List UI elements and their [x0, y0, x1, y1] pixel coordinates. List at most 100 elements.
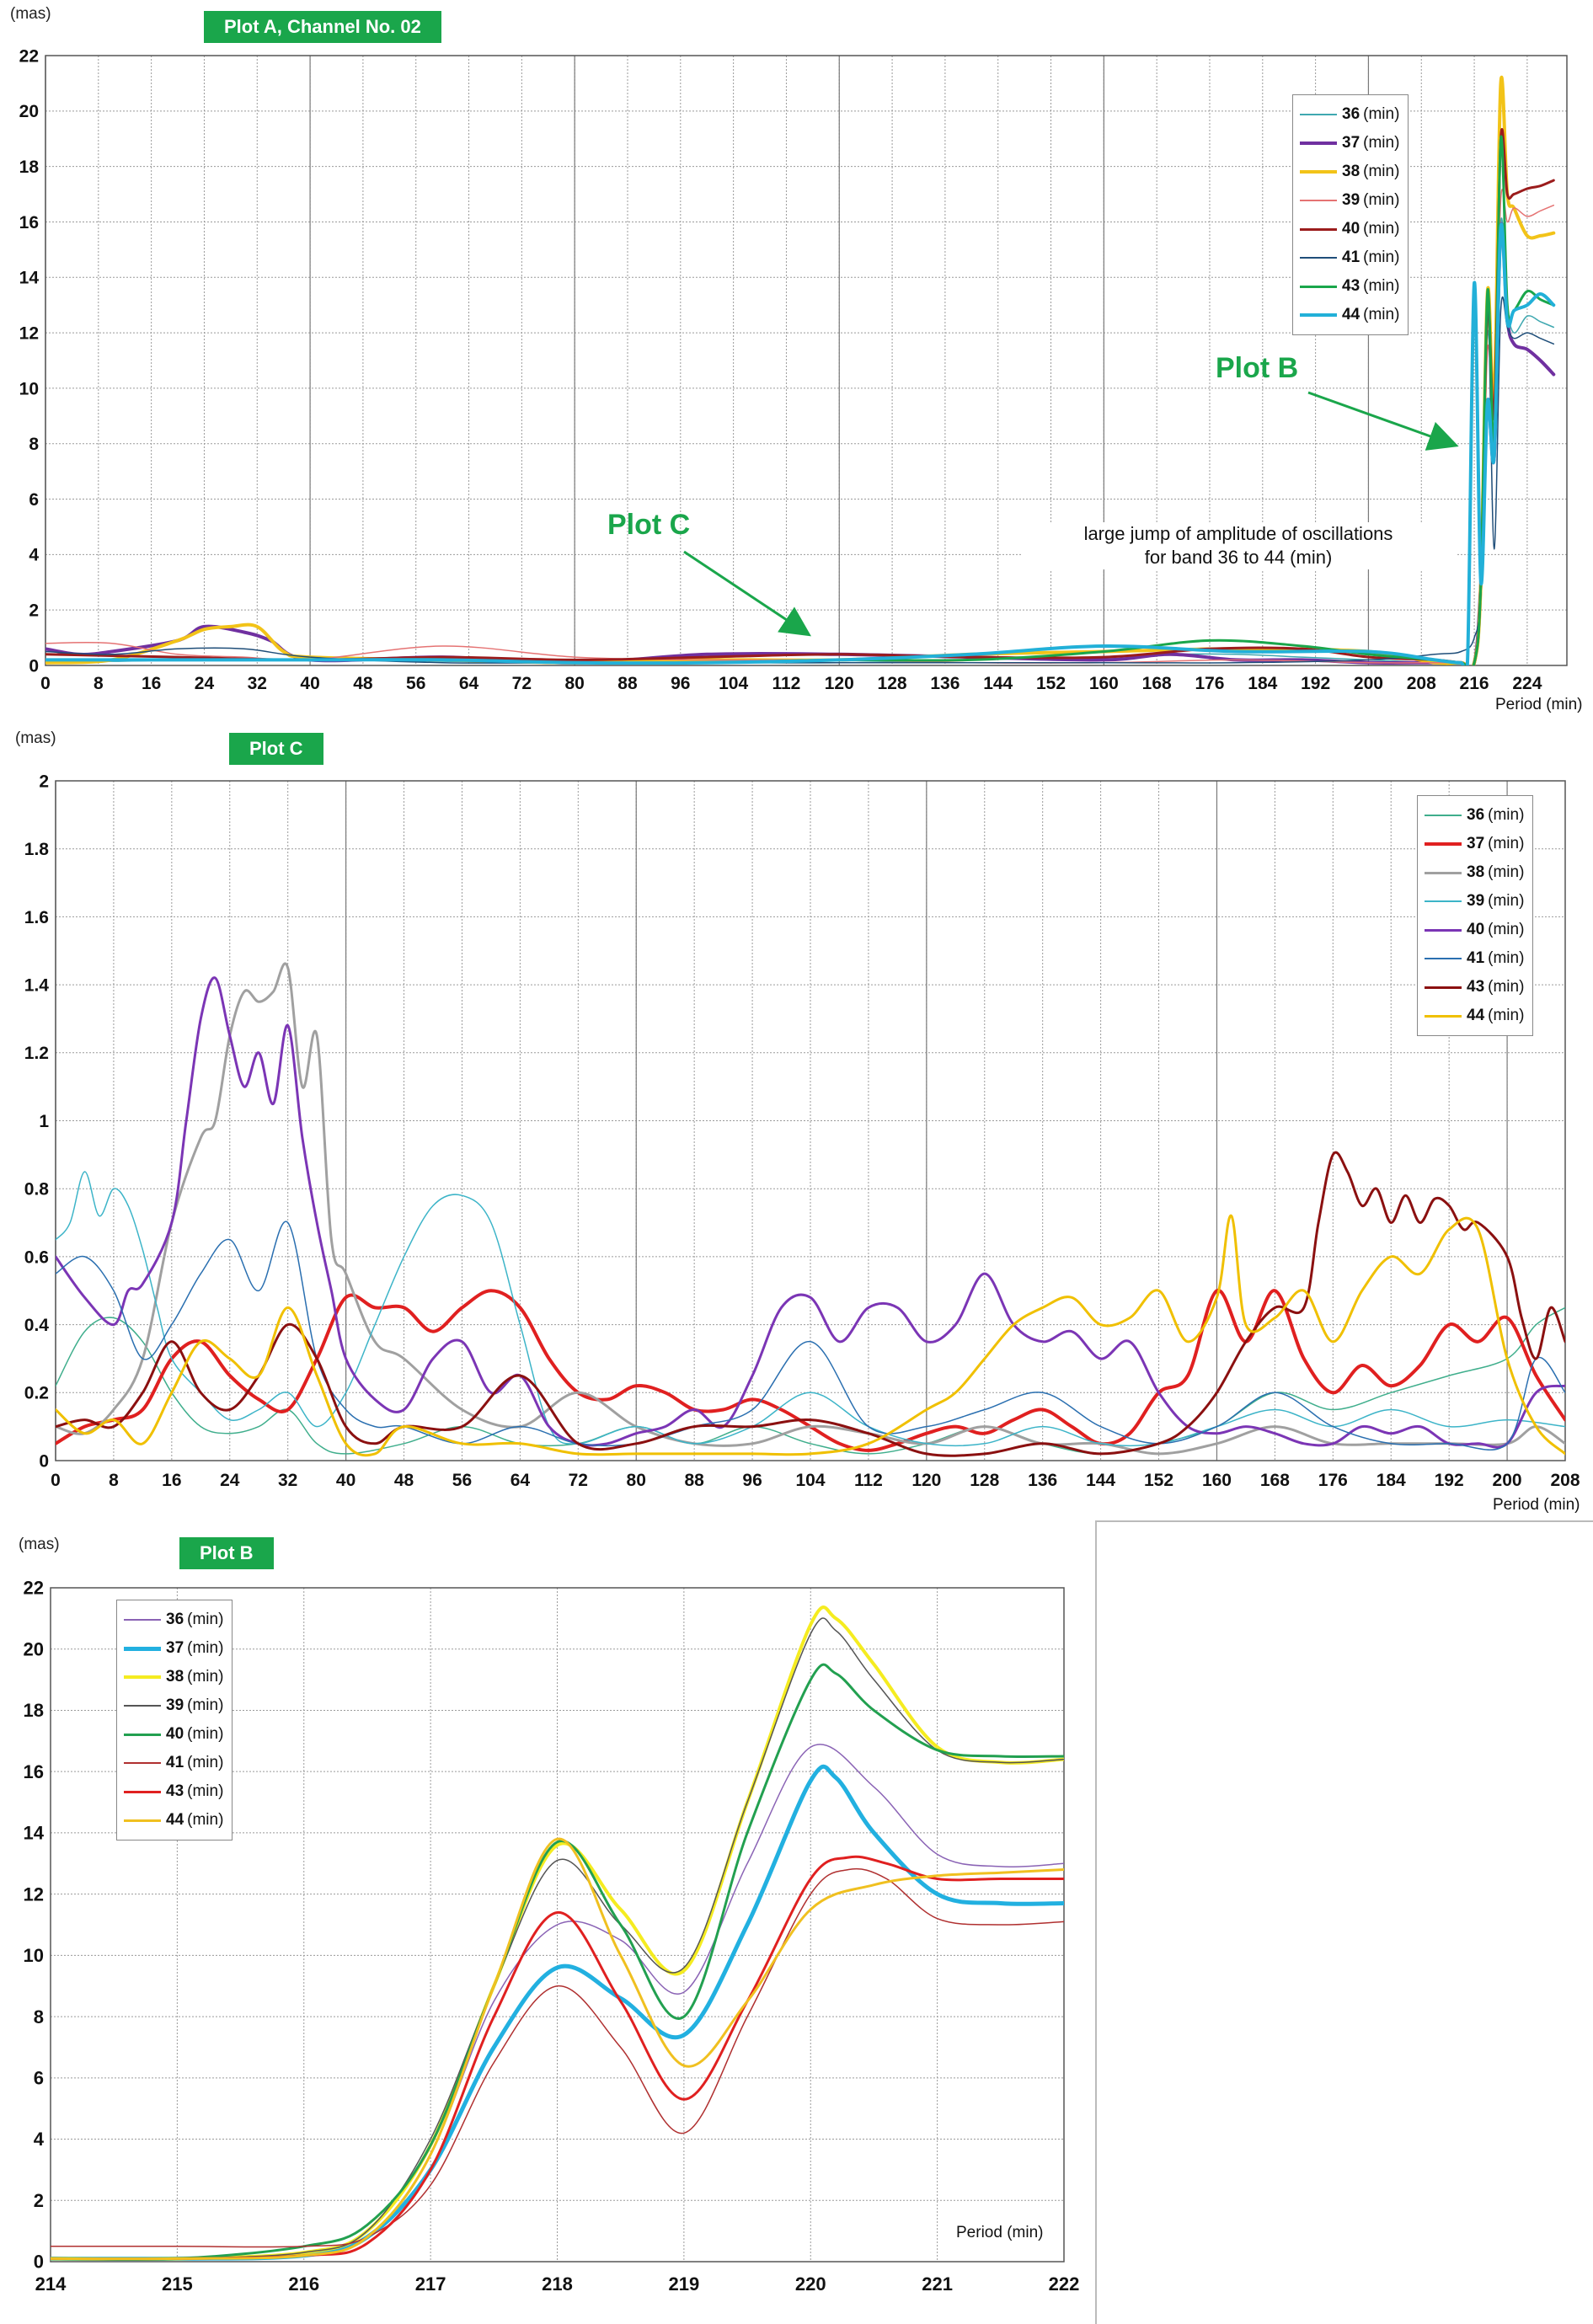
x-tick-label: 96 [742, 1471, 762, 1490]
y-tick-label: 0 [29, 656, 39, 676]
plot-c-legend: 36 (min) 37 (min) 38 (min) 39 (min) 40 (min) 41 (mi… [1417, 795, 1534, 1036]
y-tick-label: 0 [34, 2252, 44, 2273]
y-tick-label: 10 [19, 379, 39, 398]
legend-series-name: 40 [1342, 220, 1360, 238]
legend-series-unit: (min) [1488, 892, 1525, 910]
legend-item-40: 40 (min) [1425, 916, 1524, 944]
legend-series-name: 38 [166, 1668, 184, 1686]
plot-a-x-unit: Period (min) [1495, 696, 1583, 713]
plot-a-annotation-line2: for band 36 to 44 (min) [1144, 547, 1333, 568]
legend-item-37: 37 (min) [124, 1634, 223, 1663]
legend-swatch [124, 1619, 161, 1621]
y-tick-label: 8 [29, 435, 39, 454]
x-tick-label: 120 [911, 1471, 941, 1490]
plot-b-callout-arrow [1307, 391, 1459, 451]
plot-c-series [56, 962, 1565, 1457]
x-tick-label: 136 [930, 674, 960, 693]
x-tick-label: 16 [142, 674, 161, 693]
legend-series-name: 41 [1467, 949, 1485, 967]
legend-item-41: 41 (min) [1300, 243, 1399, 272]
x-tick-label: 192 [1301, 674, 1330, 693]
x-tick-label: 216 [1460, 674, 1489, 693]
legend-swatch [1425, 1014, 1462, 1018]
legend-series-unit: (min) [187, 1754, 224, 1771]
legend-swatch [1425, 871, 1462, 874]
legend-series-name: 41 [166, 1754, 184, 1771]
plot-a-callout-plot-b: Plot B [1216, 352, 1299, 384]
legend-swatch [1300, 170, 1337, 174]
legend-series-unit: (min) [1363, 248, 1400, 266]
x-tick-label: 48 [394, 1471, 414, 1490]
y-tick-label: 1 [39, 1112, 49, 1131]
legend-swatch [124, 1790, 161, 1793]
x-tick-label: 128 [970, 1471, 999, 1490]
plot-c-x-unit: Period (min) [1493, 1496, 1580, 1514]
series-36-line [56, 1306, 1565, 1455]
x-tick-label: 136 [1028, 1471, 1057, 1490]
x-tick-label: 160 [1089, 674, 1119, 693]
legend-item-37: 37 (min) [1425, 830, 1524, 858]
plot-b-legend: 36 (min) 37 (min) 38 (min) 39 (min) 40 (min) 41 (mi… [116, 1600, 233, 1841]
x-tick-label: 56 [406, 674, 425, 693]
y-tick-label: 18 [19, 158, 40, 177]
legend-swatch [1300, 313, 1337, 317]
legend-series-name: 43 [166, 1782, 184, 1800]
legend-series-unit: (min) [1488, 949, 1525, 967]
x-tick-label: 112 [772, 674, 800, 693]
legend-series-unit: (min) [1363, 134, 1400, 152]
series-44-line [45, 222, 1556, 665]
x-tick-label: 215 [162, 2273, 193, 2295]
series-41-line [51, 1867, 1064, 2248]
x-tick-label: 24 [195, 674, 215, 693]
series-38-line [56, 962, 1565, 1456]
legend-series-name: 36 [1467, 806, 1485, 824]
y-tick-label: 16 [24, 1761, 44, 1782]
legend-item-40: 40 (min) [1300, 215, 1399, 243]
x-tick-label: 80 [627, 1471, 646, 1490]
legend-series-unit: (min) [1488, 921, 1525, 938]
x-tick-label: 32 [248, 674, 267, 693]
legend-series-unit: (min) [187, 1782, 224, 1800]
legend-series-unit: (min) [187, 1696, 224, 1714]
legend-item-41: 41 (min) [124, 1749, 223, 1777]
y-tick-label: 2 [39, 772, 49, 791]
x-tick-label: 208 [1550, 1471, 1580, 1490]
legend-series-name: 44 [1467, 1007, 1485, 1024]
legend-series-name: 40 [166, 1725, 184, 1743]
legend-swatch [124, 1762, 161, 1764]
legend-swatch [1300, 257, 1337, 259]
x-tick-label: 152 [1144, 1471, 1173, 1490]
x-tick-label: 120 [825, 674, 854, 693]
x-tick-label: 219 [669, 2273, 700, 2295]
legend-series-name: 40 [1467, 921, 1485, 938]
plot-c-tag: Plot C [229, 733, 323, 765]
x-tick-label: 0 [40, 674, 51, 693]
y-tick-label: 0 [39, 1451, 49, 1471]
plot-b-tag: Plot B [179, 1537, 274, 1569]
x-tick-label: 184 [1248, 674, 1277, 693]
x-tick-label: 72 [512, 674, 532, 693]
y-tick-label: 1.2 [24, 1044, 49, 1063]
x-tick-label: 144 [1086, 1471, 1115, 1490]
x-tick-label: 32 [278, 1471, 297, 1490]
x-tick-label: 168 [1260, 1471, 1290, 1490]
plot-a-legend: 36 (min) 37 (min) 38 (min) 39 (min) 40 (min) 41 (mi… [1292, 94, 1409, 335]
legend-swatch [1425, 900, 1462, 902]
plot-a-tick-labels: 0 8 16 24 32 40 48 56 64 72 80 88 96 104 112 120 128 136 1… [19, 46, 1542, 693]
x-tick-label: 176 [1318, 1471, 1348, 1490]
legend-swatch [1425, 842, 1462, 846]
x-tick-label: 104 [795, 1471, 825, 1490]
legend-item-39: 39 (min) [1425, 887, 1524, 916]
x-tick-label: 64 [511, 1471, 531, 1490]
x-tick-label: 48 [353, 674, 373, 693]
y-tick-label: 8 [34, 2006, 44, 2027]
plot-a-frame [45, 55, 1568, 666]
legend-swatch [124, 1705, 161, 1707]
y-tick-label: 12 [19, 323, 39, 343]
plot-b-panel: 214 215 216 217 218 219 220 221 222 0 2 4 6 8 10 12 14 16… [0, 1520, 1097, 2324]
legend-series-name: 43 [1467, 978, 1485, 996]
legend-series-name: 37 [1467, 835, 1485, 852]
plot-c-grid [55, 780, 1566, 1461]
legend-series-unit: (min) [1488, 978, 1525, 996]
y-tick-label: 14 [24, 1823, 45, 1844]
